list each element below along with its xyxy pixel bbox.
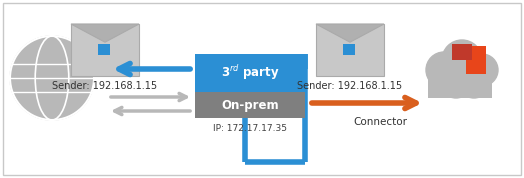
Circle shape: [426, 52, 462, 88]
Bar: [466, 46, 486, 74]
Text: IP: 172.17.17.35: IP: 172.17.17.35: [213, 124, 287, 133]
Bar: [428, 74, 492, 98]
Bar: [195, 54, 305, 92]
Circle shape: [440, 66, 472, 98]
Circle shape: [458, 66, 490, 98]
Text: 3$^{rd}$ party: 3$^{rd}$ party: [221, 64, 279, 82]
Bar: [452, 44, 472, 60]
Polygon shape: [71, 24, 139, 42]
Bar: [195, 92, 305, 118]
Bar: [98, 44, 110, 55]
Bar: [71, 24, 139, 76]
Bar: [316, 24, 384, 76]
Text: Connector: Connector: [353, 117, 407, 127]
Circle shape: [442, 40, 482, 80]
Text: Sender: 192.168.1.15: Sender: 192.168.1.15: [52, 81, 158, 91]
Circle shape: [466, 54, 498, 86]
Bar: [343, 44, 355, 55]
Circle shape: [10, 36, 94, 120]
Polygon shape: [316, 24, 384, 42]
Text: Sender: 192.168.1.15: Sender: 192.168.1.15: [298, 81, 402, 91]
Text: On-prem: On-prem: [221, 98, 279, 111]
